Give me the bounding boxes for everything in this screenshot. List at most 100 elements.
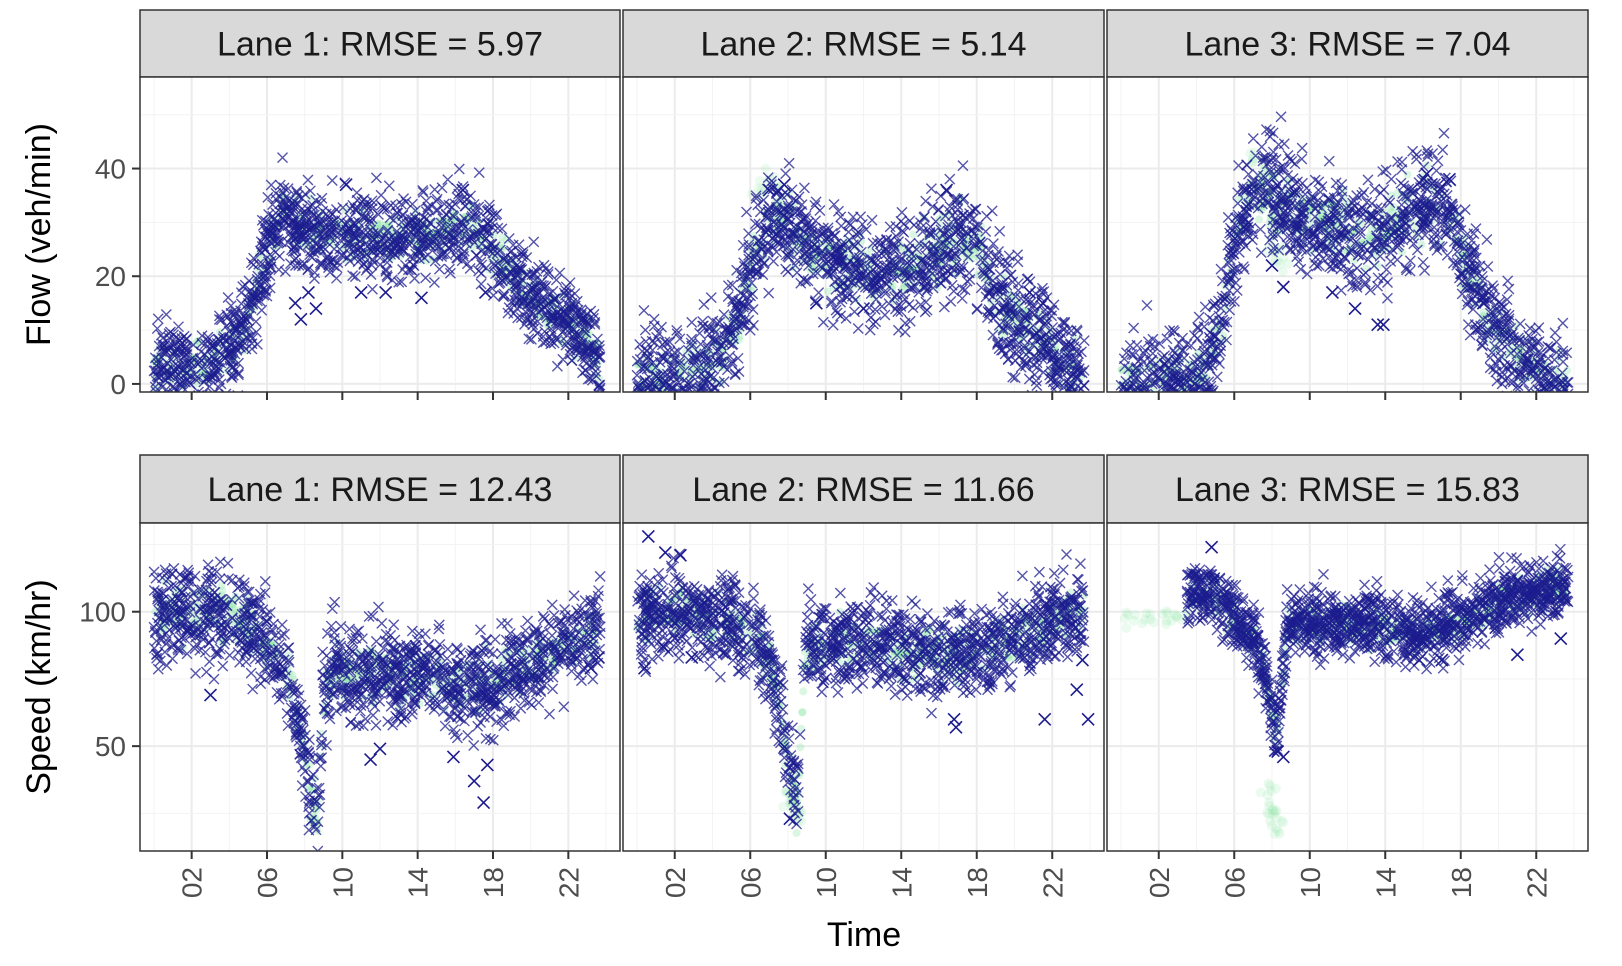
estimated-point (680, 394, 688, 402)
observed-point (1066, 404, 1076, 414)
observed-point (645, 419, 655, 429)
y-tick-label: 0 (110, 369, 126, 400)
observed-point (681, 412, 691, 422)
estimated-point (1124, 392, 1132, 400)
observed-point (1533, 398, 1543, 408)
observed-point (154, 414, 164, 424)
estimated-point (1278, 267, 1288, 277)
observed-point (695, 398, 705, 408)
observed-point (1069, 406, 1079, 416)
observed-point (1195, 433, 1205, 443)
y-tick-label: 20 (95, 261, 126, 292)
observed-point (199, 401, 209, 411)
observed-point (1177, 396, 1187, 406)
observed-point (1165, 417, 1175, 427)
estimated-point (635, 401, 643, 409)
observed-point (1131, 427, 1141, 437)
observed-point (1129, 399, 1139, 409)
observed-point (1189, 396, 1199, 406)
observed-point (1552, 410, 1562, 420)
estimated-point (1118, 395, 1126, 403)
observed-point (1063, 399, 1073, 409)
observed-point (1539, 419, 1549, 429)
estimated-point (1554, 393, 1562, 401)
observed-point (697, 406, 707, 416)
estimated-point (1556, 392, 1564, 400)
observed-point (1051, 431, 1061, 441)
observed-point (675, 407, 685, 417)
estimated-point (1120, 408, 1128, 416)
observed-point (715, 394, 725, 404)
observed-point (644, 394, 654, 404)
observed-point (1070, 411, 1080, 421)
observed-point (704, 397, 714, 407)
observed-point (1072, 420, 1082, 430)
observed-point (1541, 392, 1551, 402)
observed-point (690, 405, 700, 415)
facet-title: Lane 3: RMSE = 7.04 (1184, 26, 1510, 64)
estimated-point (1142, 393, 1150, 401)
observed-point (1561, 405, 1571, 415)
estimated-point (1563, 395, 1571, 403)
observed-point (1128, 406, 1138, 416)
observed-point (1117, 434, 1127, 444)
observed-point (1177, 402, 1187, 412)
observed-point (1157, 441, 1167, 451)
y-tick-label: 40 (95, 154, 126, 185)
observed-point (639, 397, 649, 407)
observed-point (658, 414, 668, 424)
estimated-point (1521, 393, 1529, 401)
estimated-point (1118, 392, 1126, 400)
observed-point (697, 396, 707, 406)
facet-title: Lane 2: RMSE = 5.14 (700, 26, 1026, 64)
observed-point (693, 393, 703, 403)
estimated-point (660, 392, 668, 400)
estimated-point (1552, 405, 1560, 413)
estimated-point (1164, 402, 1172, 410)
observed-point (156, 395, 166, 405)
observed-point (1120, 392, 1130, 402)
observed-point (1552, 412, 1562, 422)
observed-point (650, 414, 660, 424)
observed-point (637, 431, 647, 441)
observed-point (650, 391, 660, 401)
observed-point (696, 397, 706, 407)
estimated-point (1119, 406, 1127, 414)
observed-point (1543, 397, 1553, 407)
facet-title: Lane 1: RMSE = 5.97 (217, 26, 543, 64)
estimated-point (1166, 400, 1174, 408)
observed-point (641, 419, 651, 429)
observed-point (1050, 402, 1060, 412)
observed-point (675, 423, 685, 433)
observed-point (661, 427, 671, 437)
observed-point (696, 429, 706, 439)
observed-point (691, 410, 701, 420)
estimated-point (1418, 241, 1426, 249)
observed-point (675, 419, 685, 429)
observed-point (682, 412, 692, 422)
observed-point (1121, 398, 1131, 408)
observed-point (1135, 406, 1145, 416)
estimated-point (1144, 394, 1152, 402)
observed-point (1560, 418, 1570, 428)
observed-point (1066, 399, 1076, 409)
observed-point (694, 393, 704, 403)
observed-point (1136, 402, 1146, 412)
observed-point (1142, 394, 1152, 404)
observed-point (1075, 397, 1085, 407)
observed-point (1531, 402, 1541, 412)
observed-point (1531, 408, 1541, 418)
estimated-point (1549, 401, 1557, 409)
observed-point (1136, 396, 1146, 406)
observed-point (1052, 411, 1062, 421)
observed-point (710, 395, 720, 405)
observed-point (153, 395, 163, 405)
observed-point (202, 397, 212, 407)
observed-point (697, 407, 707, 417)
facet-panel: Lane 2: RMSE = 5.14 (623, 10, 1104, 447)
observed-point (1559, 400, 1569, 410)
observed-point (1186, 418, 1196, 428)
observed-point (677, 423, 687, 433)
observed-point (663, 404, 673, 414)
